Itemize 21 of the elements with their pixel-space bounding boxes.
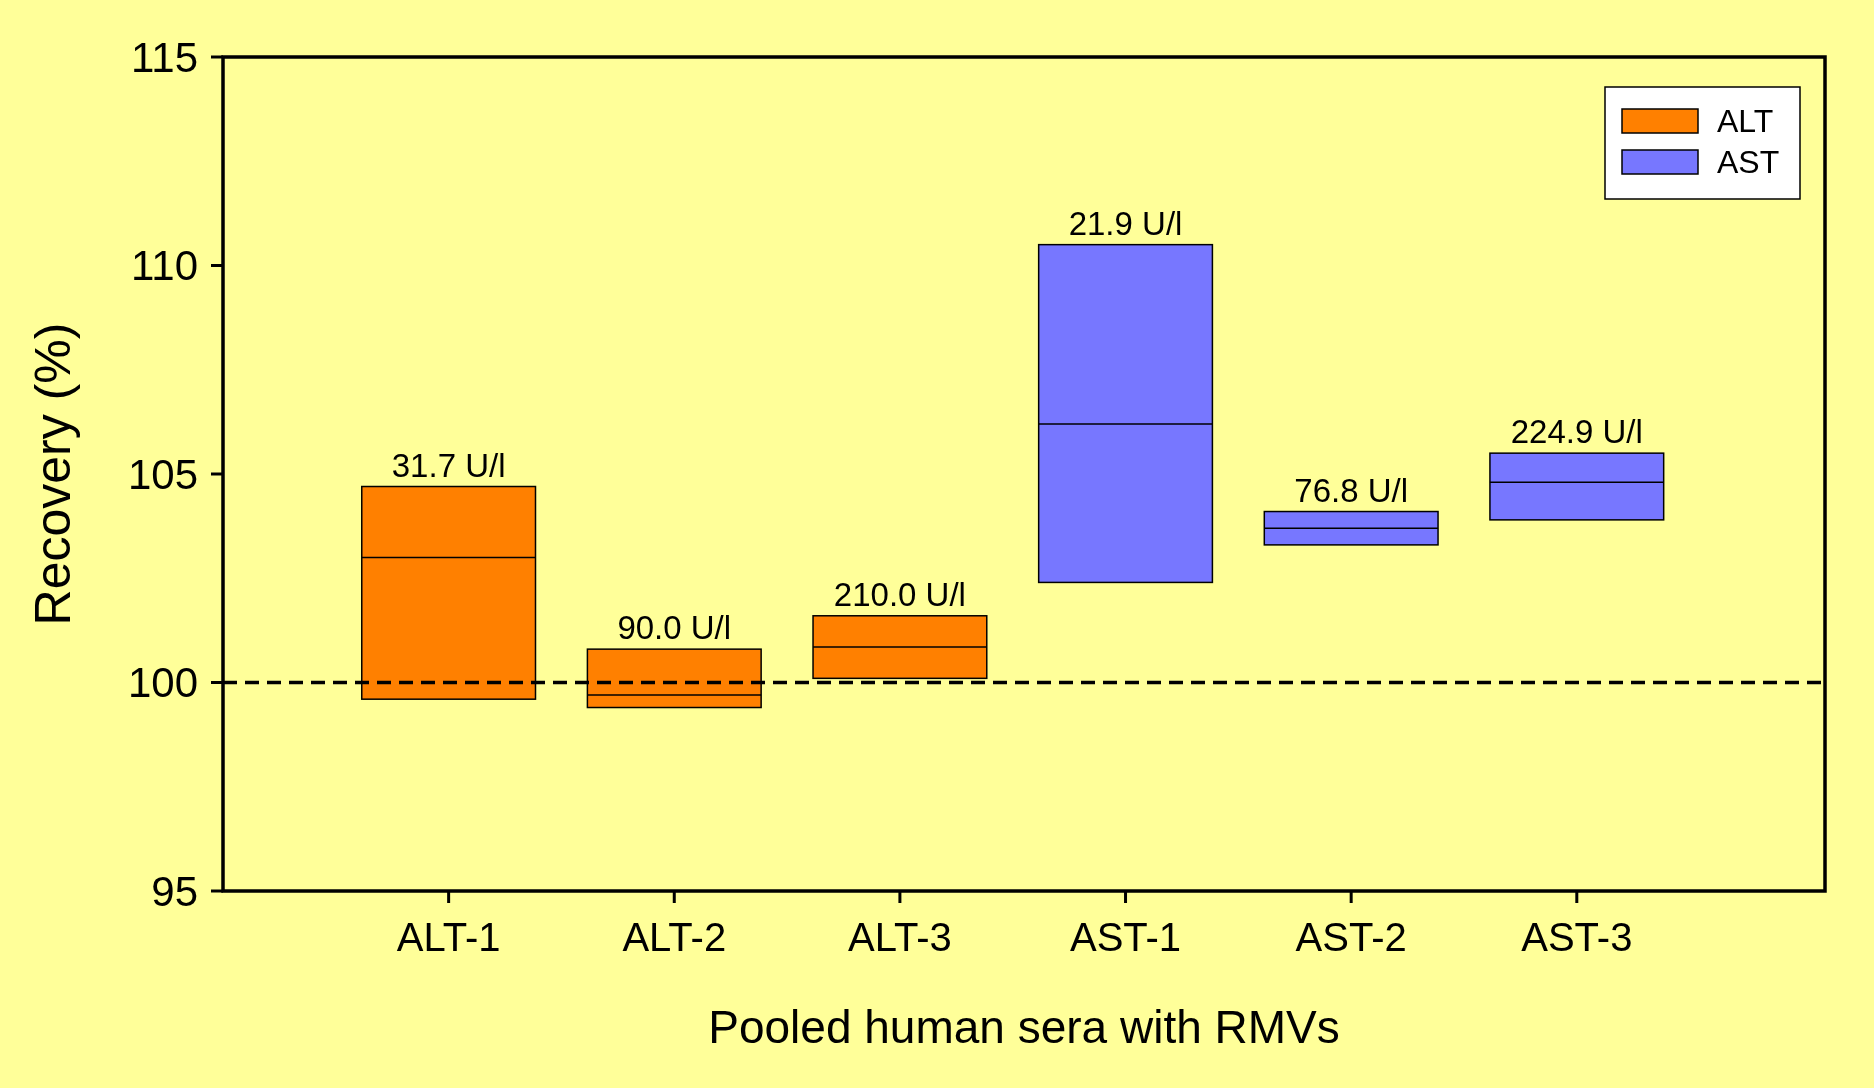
x-tick-label: ALT-1 <box>396 915 501 959</box>
y-tick-label: 100 <box>127 659 198 707</box>
y-axis-title: Recovery (%) <box>25 322 81 626</box>
annotation: 76.8 U/l <box>1294 471 1409 509</box>
annotation: 31.7 U/l <box>391 446 506 484</box>
x-tick-label: AST-2 <box>1295 915 1407 959</box>
x-axis-title: Pooled human sera with RMVs <box>708 1001 1340 1053</box>
annotation: 210.0 U/l <box>833 575 966 613</box>
x-tick-label: AST-3 <box>1521 915 1633 959</box>
y-tick-label: 115 <box>131 33 198 81</box>
annotation: 90.0 U/l <box>617 609 732 647</box>
y-tick-label: 95 <box>151 867 198 915</box>
legend-label: ALT <box>1717 103 1774 140</box>
x-tick-label: ALT-2 <box>622 915 727 959</box>
legend-label: AST <box>1717 144 1780 181</box>
y-tick-label: 105 <box>127 450 198 498</box>
y-tick-label: 110 <box>131 242 198 290</box>
annotation: 21.9 U/l <box>1068 204 1183 242</box>
annotation: 224.9 U/l <box>1510 413 1643 451</box>
x-tick-label: ALT-3 <box>848 915 952 959</box>
x-tick-label: AST-1 <box>1069 915 1182 959</box>
